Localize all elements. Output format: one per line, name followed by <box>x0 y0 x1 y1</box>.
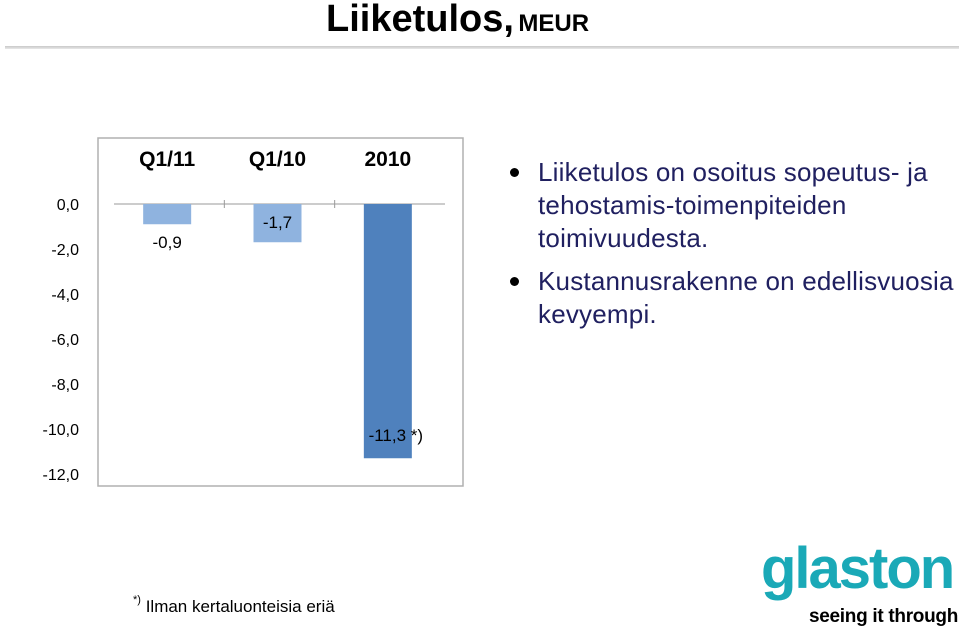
y-tick-label: -8,0 <box>51 377 79 394</box>
y-tick-label: -12,0 <box>43 467 80 484</box>
bar <box>363 204 412 459</box>
title-divider <box>5 46 959 49</box>
footnote: *) Ilman kertaluonteisia eriä <box>133 594 335 617</box>
data-label: -0,9 <box>153 233 182 252</box>
title-unit: MEUR <box>518 10 590 37</box>
bullet-dot-icon <box>510 168 519 177</box>
bullet-text: Kustannusrakenne on edellisvuosia kevyem… <box>538 266 954 329</box>
y-tick-label: -6,0 <box>51 332 79 349</box>
category-label: Q1/10 <box>249 148 306 171</box>
bar <box>143 204 192 225</box>
y-tick-label: 0,0 <box>57 197 79 214</box>
data-label: -11,3 *) <box>369 426 424 445</box>
logo-wordmark: glaston <box>761 536 955 601</box>
data-label: -1,7 <box>263 213 292 232</box>
bullet-list: Liiketulos on osoitus sopeutus- ja tehos… <box>508 156 958 341</box>
bullet-text: Liiketulos on osoitus sopeutus- ja tehos… <box>538 157 928 253</box>
footnote-text: Ilman kertaluonteisia eriä <box>145 597 335 616</box>
footnote-marker: *) <box>133 594 141 606</box>
y-tick-label: -10,0 <box>43 422 80 439</box>
bullet-item: Liiketulos on osoitus sopeutus- ja tehos… <box>508 156 958 255</box>
category-label: 2010 <box>364 148 411 171</box>
category-label: Q1/11 <box>139 148 195 171</box>
bullet-item: Kustannusrakenne on edellisvuosia kevyem… <box>508 265 958 331</box>
y-tick-label: -4,0 <box>51 287 79 304</box>
glaston-logo: glaston seeing it through <box>757 540 959 632</box>
logo-tagline: seeing it through <box>809 606 959 627</box>
bar <box>253 204 302 243</box>
y-tick-label: -2,0 <box>51 242 79 259</box>
bullet-dot-icon <box>510 277 519 286</box>
title-text: Liiketulos, <box>326 0 514 40</box>
slide-title: Liiketulos, MEUR <box>326 0 589 38</box>
operating-result-chart: 0,0 -2,0 -4,0 -6,0 -8,0 -10,0 -12,0 Q1/11 -0,9 Q1… <box>43 137 464 487</box>
